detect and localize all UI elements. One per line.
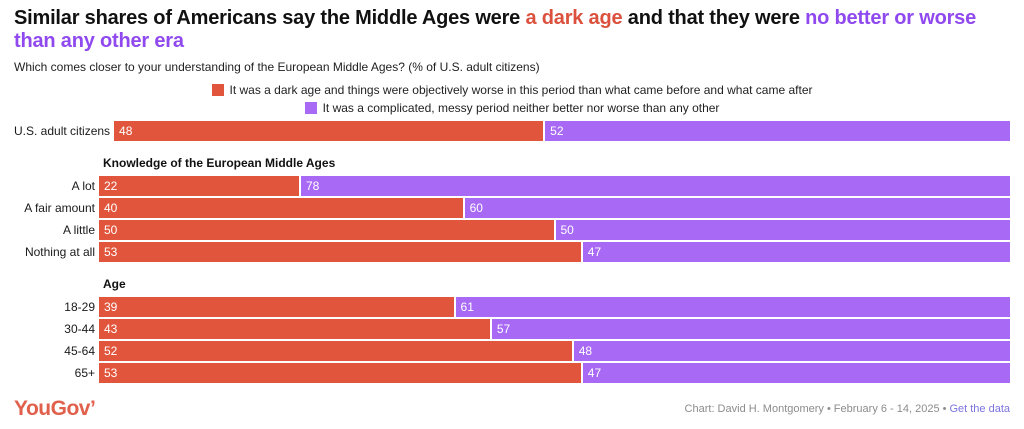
title-segment: and that they were <box>622 7 806 29</box>
bar-row-label: Nothing at all <box>24 245 95 259</box>
bar-segment-complicated: 52 <box>545 121 1010 141</box>
bar-value-label: 40 <box>104 201 118 215</box>
bar-segment-dark-age: 50 <box>99 220 554 240</box>
legend-label: It was a dark age and things were object… <box>229 83 813 97</box>
bar-group: Knowledge of the European Middle Ages A l… <box>14 157 1010 262</box>
credit-text: Chart: David H. Montgomery <box>684 403 824 415</box>
bar-track: 50 50 <box>99 220 1010 240</box>
bar-segment-dark-age: 48 <box>114 121 544 141</box>
bar-segment-dark-age: 22 <box>99 176 299 196</box>
bar-row-label: A fair amount <box>24 201 95 215</box>
bar-row: 18-29 39 61 <box>14 297 1010 317</box>
bar-row-label: 45-64 <box>64 344 95 358</box>
credit-separator: • <box>826 403 831 415</box>
bar-row: 65+ 53 47 <box>14 363 1010 383</box>
bar-row: A little 50 50 <box>14 220 1010 240</box>
bar-segment-complicated: 60 <box>464 198 1010 218</box>
bar-row-label: A lot <box>71 179 95 193</box>
bar-row-label: U.S. adult citizens <box>14 124 111 138</box>
bar-value-label: 52 <box>104 344 118 358</box>
bar-value-label: 47 <box>587 366 602 380</box>
bar-value-label: 39 <box>104 300 118 314</box>
bar-track: 52 48 <box>99 341 1010 361</box>
bar-row-label: 65+ <box>74 366 95 380</box>
bar-segment-complicated: 47 <box>582 242 1010 262</box>
chart-card: Similar shares of Americans say the Midd… <box>0 7 1024 383</box>
bar-row-label: A little <box>62 223 95 237</box>
bar-value-label: 53 <box>104 245 118 259</box>
bar-group: U.S. adult citizens 48 52 <box>14 121 1010 141</box>
bar-value-label: 78 <box>305 179 320 193</box>
bar-segment-dark-age: 53 <box>99 363 581 383</box>
bar-track: 53 47 <box>99 363 1010 383</box>
bar-value-label: 57 <box>496 322 511 336</box>
bar-segment-dark-age: 53 <box>99 242 581 262</box>
credit-date: February 6 - 14, 2025 <box>833 403 940 415</box>
bar-track: 48 52 <box>114 121 1010 141</box>
bar-group: Age 18-29 39 61 30-44 43 57 45-64 52 48 65+ 53 47 <box>14 278 1010 383</box>
bar-value-label: 50 <box>560 223 574 237</box>
bar-track: 39 61 <box>99 297 1010 317</box>
bar-track: 43 57 <box>99 319 1010 339</box>
legend-label: It was a complicated, messy period neith… <box>322 101 720 115</box>
bar-value-label: 22 <box>104 179 118 193</box>
group-header: Age <box>103 277 126 291</box>
bar-segment-dark-age: 43 <box>99 319 490 339</box>
bar-track: 22 78 <box>99 176 1010 196</box>
bar-segment-complicated: 57 <box>491 319 1010 339</box>
bar-row: A lot 22 78 <box>14 176 1010 196</box>
legend: It was a dark age and things were object… <box>14 83 1010 115</box>
bar-row-label: 18-29 <box>64 300 95 314</box>
title-segment: a dark age <box>525 7 623 29</box>
bar-value-label: 61 <box>460 300 474 314</box>
bar-segment-complicated: 47 <box>582 363 1010 383</box>
bar-row: U.S. adult citizens 48 52 <box>14 121 1010 141</box>
yougov-logo: YouGov’ <box>14 397 96 420</box>
chart-subtitle: Which comes closer to your understanding… <box>14 60 540 74</box>
bar-value-label: 53 <box>104 366 118 380</box>
legend-item: It was a complicated, messy period neith… <box>304 101 720 115</box>
title-segment: Similar shares of Americans say the Midd… <box>14 7 526 29</box>
legend-item: It was a dark age and things were object… <box>211 83 813 97</box>
bar-track: 40 60 <box>99 198 1010 218</box>
bar-segment-complicated: 61 <box>455 297 1010 317</box>
bar-value-label: 52 <box>550 124 564 138</box>
bar-segment-dark-age: 39 <box>99 297 454 317</box>
bar-value-label: 48 <box>578 344 593 358</box>
group-header: Knowledge of the European Middle Ages <box>103 156 336 170</box>
bar-value-label: 48 <box>119 124 133 138</box>
bar-row: A fair amount 40 60 <box>14 198 1010 218</box>
footer: YouGov’ Chart: David H. Montgomery • Febru… <box>14 397 1010 421</box>
legend-swatch-icon <box>211 84 224 96</box>
bar-segment-complicated: 48 <box>573 341 1010 361</box>
bar-value-label: 60 <box>469 201 483 215</box>
credit-separator: • <box>942 403 947 415</box>
bar-track: 53 47 <box>99 242 1010 262</box>
page-title: Similar shares of Americans say the Midd… <box>14 7 1010 53</box>
bar-row: 30-44 43 57 <box>14 319 1010 339</box>
bar-value-label: 50 <box>104 223 118 237</box>
bar-segment-dark-age: 52 <box>99 341 572 361</box>
bar-value-label: 47 <box>587 245 602 259</box>
get-the-data-link[interactable]: Get the data <box>949 403 1010 415</box>
bar-segment-complicated: 78 <box>300 176 1010 196</box>
bar-segment-dark-age: 40 <box>99 198 463 218</box>
bar-row: 45-64 52 48 <box>14 341 1010 361</box>
legend-swatch-icon <box>304 102 317 114</box>
footer-credit: Chart: David H. Montgomery • February 6 - … <box>685 403 1010 415</box>
title-segment: no better or worse than any other era <box>14 7 977 52</box>
chart: U.S. adult citizens 48 52 Knowledge of the … <box>14 121 1010 383</box>
bar-row: Nothing at all 53 47 <box>14 242 1010 262</box>
bar-value-label: 43 <box>104 322 118 336</box>
bar-segment-complicated: 50 <box>555 220 1010 240</box>
bar-row-label: 30-44 <box>64 322 95 336</box>
